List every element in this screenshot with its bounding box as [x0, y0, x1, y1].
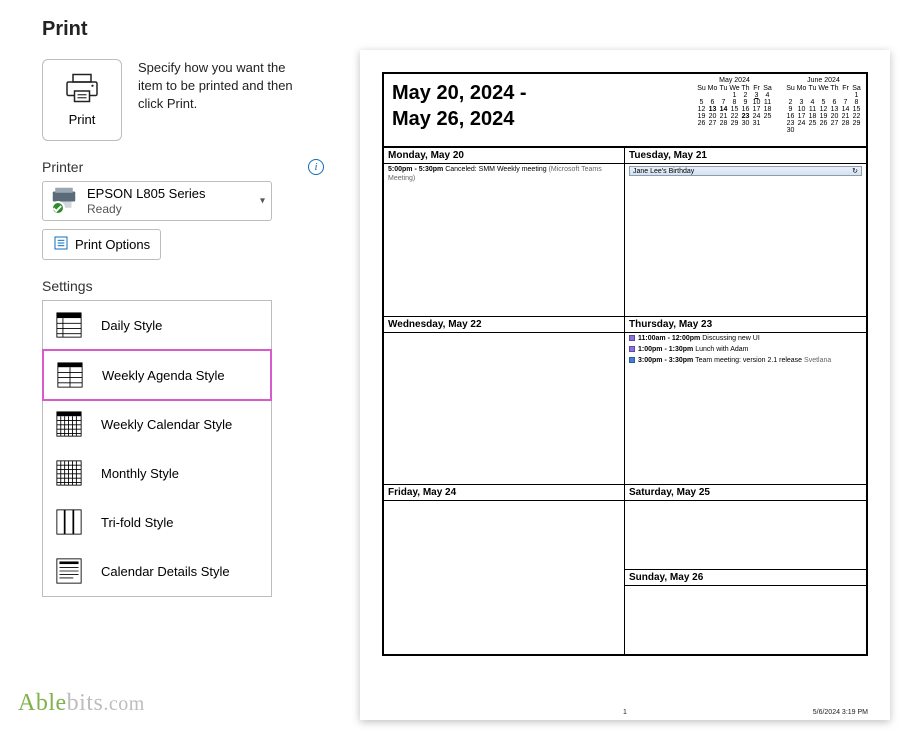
- trifold-style-icon: [55, 508, 83, 536]
- style-label: Weekly Calendar Style: [101, 417, 232, 432]
- weekly-agenda-style-icon: [56, 361, 84, 389]
- style-trifold[interactable]: Tri-fold Style: [43, 498, 271, 547]
- preview-footer: 1 5/6/2024 3:19 PM: [382, 709, 868, 716]
- print-button-label: Print: [69, 112, 96, 127]
- style-label: Calendar Details Style: [101, 564, 230, 579]
- printer-status: Ready: [87, 202, 206, 216]
- print-preview: May 20, 2024 - May 26, 2024 May 2024SuMo…: [360, 50, 890, 720]
- printer-name: EPSON L805 Series: [87, 186, 206, 202]
- style-label: Tri-fold Style: [101, 515, 173, 530]
- style-weekly-calendar[interactable]: Weekly Calendar Style: [43, 400, 271, 449]
- settings-section-label: Settings: [42, 278, 93, 294]
- printer-section-label: Printer: [42, 159, 83, 175]
- options-icon: [53, 235, 69, 254]
- day-thursday: Thursday, May 23 11:00am - 12:00pm Discu…: [625, 317, 866, 486]
- style-label: Weekly Agenda Style: [102, 368, 225, 383]
- daily-style-icon: [55, 311, 83, 339]
- printer-device-icon: [49, 187, 79, 215]
- print-options-label: Print Options: [75, 237, 150, 252]
- day-tuesday: Tuesday, May 21 Jane Lee's Birthday↻: [625, 148, 866, 317]
- printer-icon: [64, 73, 100, 108]
- day-monday: Monday, May 20 5:00pm - 5:30pm Canceled:…: [384, 148, 625, 317]
- watermark-logo: Ablebits.com: [18, 690, 145, 717]
- style-weekly-agenda[interactable]: Weekly Agenda Style: [42, 349, 272, 401]
- mini-calendars: May 2024SuMoTuWeThFrSa123456789101112131…: [696, 74, 866, 146]
- day-weekend: Saturday, May 25 Sunday, May 26: [625, 485, 866, 654]
- weekly-calendar-style-icon: [55, 410, 83, 438]
- preview-date-range: May 20, 2024 - May 26, 2024: [384, 74, 696, 146]
- print-description: Specify how you want the item to be prin…: [138, 59, 298, 141]
- style-label: Daily Style: [101, 318, 162, 333]
- print-button[interactable]: Print: [42, 59, 122, 141]
- info-icon[interactable]: i: [308, 159, 324, 175]
- settings-style-list: Daily Style Weekly Agenda Style Weekly C…: [42, 300, 272, 597]
- recurrence-icon: ↻: [852, 167, 858, 175]
- style-daily[interactable]: Daily Style: [43, 301, 271, 350]
- chevron-down-icon: ▾: [260, 196, 265, 207]
- page-title: Print: [42, 18, 330, 41]
- day-friday: Friday, May 24: [384, 485, 625, 654]
- printer-dropdown[interactable]: EPSON L805 Series Ready ▾: [42, 181, 272, 221]
- monthly-style-icon: [55, 459, 83, 487]
- print-options-button[interactable]: Print Options: [42, 229, 161, 260]
- day-wednesday: Wednesday, May 22: [384, 317, 625, 486]
- style-label: Monthly Style: [101, 466, 179, 481]
- style-calendar-details[interactable]: Calendar Details Style: [43, 547, 271, 596]
- style-monthly[interactable]: Monthly Style: [43, 449, 271, 498]
- calendar-details-style-icon: [55, 557, 83, 585]
- status-ready-icon: [51, 201, 65, 215]
